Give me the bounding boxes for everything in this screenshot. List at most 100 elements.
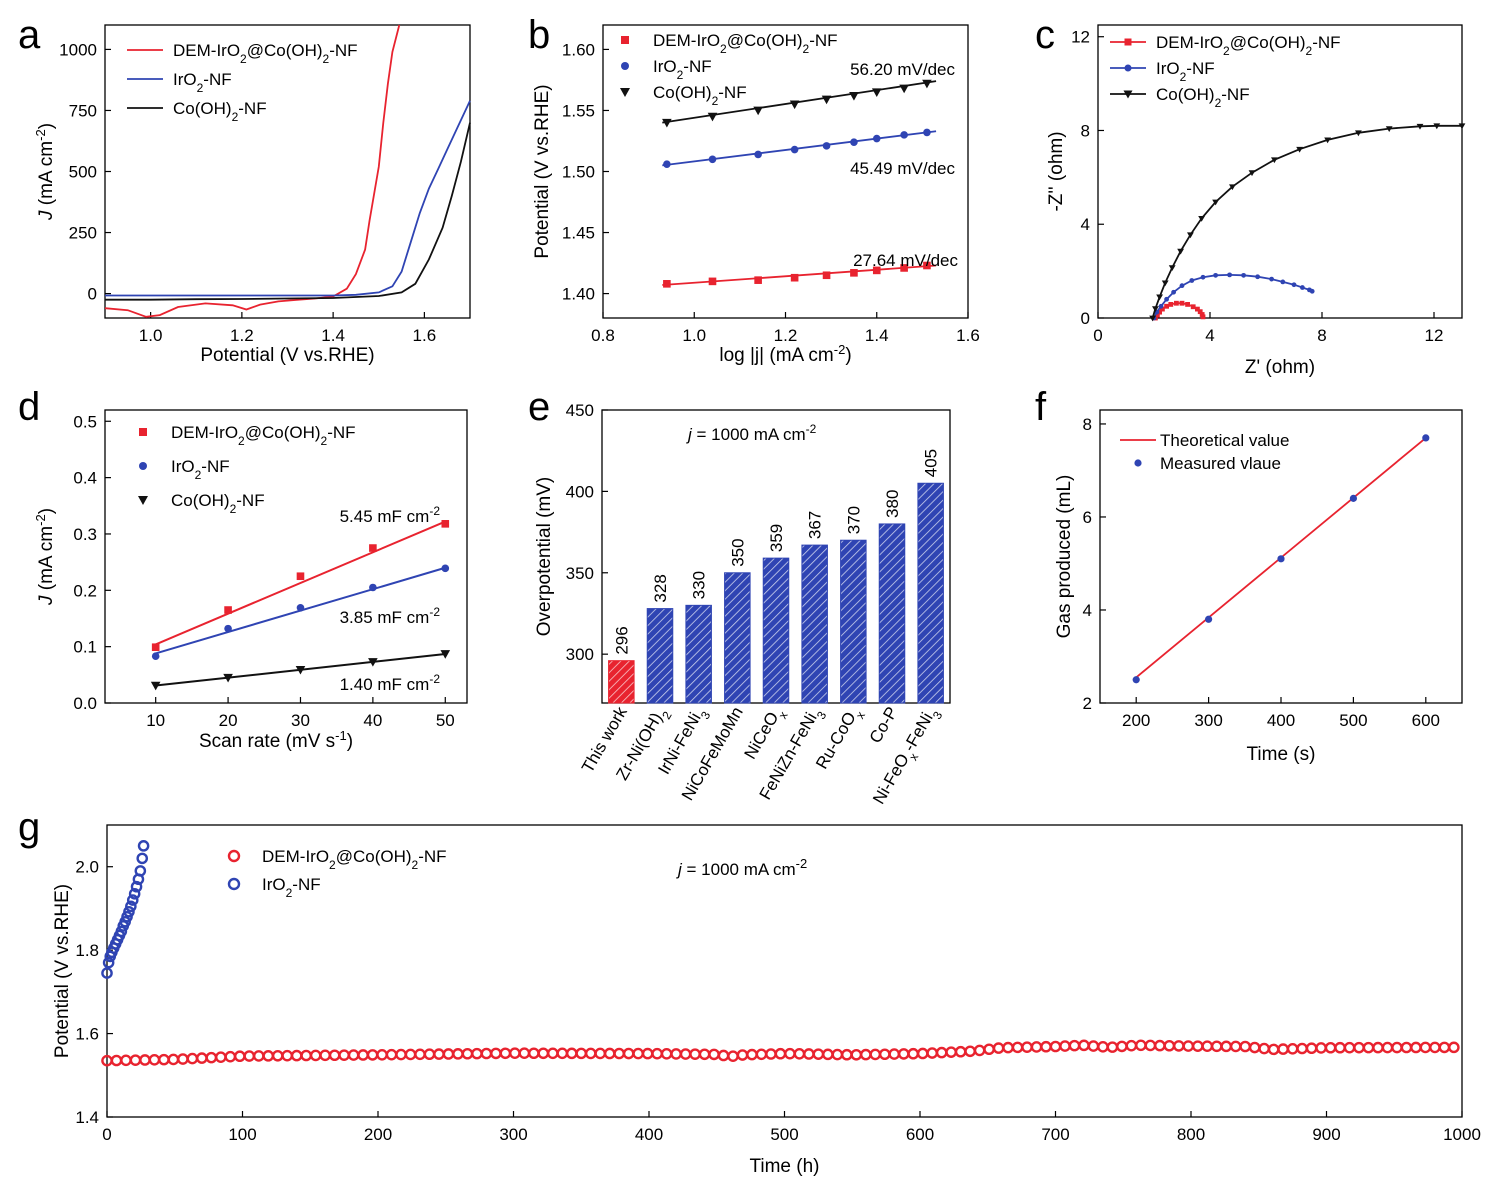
panel-g-red-point [888, 1048, 901, 1060]
panel-d-xlabel: Scan rate (mV s-1) [199, 728, 353, 753]
panel-g-red-point [1315, 1042, 1327, 1054]
panel-a-xlabel: Potential (V vs.RHE) [200, 345, 374, 366]
panel-d-point [441, 564, 450, 573]
panel-a-ylabel: J (mA cm-2) [33, 123, 58, 221]
panel-b-point [922, 79, 932, 89]
panel-g-ytick-label: 1.4 [75, 1108, 99, 1127]
panel-g-red-point [1353, 1041, 1365, 1054]
subscript: 2 [323, 52, 330, 66]
panel-b-xtick-label: 1.6 [956, 326, 980, 345]
panel-d-xtick-label: 50 [436, 711, 455, 730]
panel-d-capacitance-label: 5.45 mF cm-2 [340, 504, 441, 526]
panel-b-fit-line [662, 130, 937, 167]
panel-b-point [872, 134, 881, 143]
panel-g-red-point [262, 1050, 275, 1062]
panel-g-red-point [528, 1047, 540, 1060]
panel-b-point [900, 131, 908, 139]
panel-g-xtick-label: 900 [1312, 1125, 1340, 1144]
ylabel-part: Potential (V vs.RHE) [532, 84, 553, 258]
panel-c-point [1185, 302, 1190, 307]
panel-d-ytick-label: 0.3 [73, 525, 97, 544]
panel-e-bar [724, 572, 751, 704]
panel-g-red-point [793, 1048, 806, 1060]
panel-g-red-point [404, 1048, 417, 1061]
xlabel-part: -2 [834, 342, 846, 357]
ylabel-part: -Z'' (ohm) [1046, 131, 1067, 211]
panel-g-red-point [1343, 1041, 1356, 1054]
panel-g-red-point [755, 1048, 768, 1061]
panel-c-point [1152, 306, 1159, 313]
panel-g-red-point [1258, 1042, 1270, 1055]
panel-g-red-point [1438, 1041, 1451, 1054]
panel-c-point [1171, 289, 1176, 295]
panel-g-ytick-label: 1.8 [75, 941, 99, 960]
panel-b-point [923, 261, 931, 270]
subscript: 2 [197, 81, 204, 95]
panel-g-red-point [679, 1048, 692, 1060]
panel-e-value-label: 330 [690, 571, 709, 599]
panel-f-ytick-label: 2 [1083, 694, 1092, 713]
panel-c-point [1213, 272, 1218, 278]
label-part: DEM-IrO [262, 847, 329, 866]
panel-f-ytick-label: 4 [1083, 601, 1092, 620]
panel-letter-f: f [1035, 385, 1047, 429]
panel-d-ytick-label: 0.2 [73, 581, 97, 600]
ylabel-part: Overpotential (mV) [534, 477, 555, 636]
panel-e-annotation: j = 1000 mA cm-2 [686, 422, 817, 444]
panel-b-legend-entry: DEM-IrO2@Co(OH)2-NF [653, 31, 838, 56]
panel-g-red-point [907, 1047, 920, 1060]
panel-g-legend-entry: IrO2-NF [262, 875, 321, 900]
panel-g-red-point [1410, 1041, 1422, 1054]
panel-g-red-point [651, 1047, 663, 1060]
panel-c-point [1416, 123, 1424, 130]
panel-g-red-point [935, 1046, 948, 1059]
xlabel-part: Scan rate (mV s [199, 731, 335, 752]
panel-b-point [754, 276, 762, 284]
panel-g-red-point [992, 1042, 1005, 1054]
panel-d-frame [104, 409, 468, 704]
cat-base: Co-P [866, 704, 902, 747]
ann-rest: = 1000 mA cm [682, 860, 796, 879]
panel-c-point [1160, 306, 1165, 312]
panel-d-ytick-label: 0.0 [73, 694, 97, 713]
label-part: -NF [238, 99, 266, 118]
label-part: -NF [327, 423, 355, 442]
panel-c-xtick-label: 4 [1205, 326, 1214, 345]
label-part: -NF [201, 457, 229, 476]
subscript: 2 [412, 858, 419, 872]
panel-g-red-point [177, 1053, 189, 1065]
panel-b-slope-label: 56.20 mV/dec [850, 60, 955, 79]
panel-g-red-point [537, 1047, 550, 1060]
panel-g-legend-swatch-marker [227, 877, 241, 891]
panel-d-point [295, 665, 306, 675]
panel-d-ytick-label: 0.1 [73, 638, 97, 657]
panel-g-red-point [822, 1048, 834, 1061]
panel-g-red-point [603, 1047, 616, 1060]
panel-g-xtick-label: 800 [1177, 1125, 1205, 1144]
label-part: Co(OH) [653, 83, 712, 102]
subscript: 2 [286, 886, 293, 900]
subscript: 2 [1215, 96, 1222, 110]
panel-b-point [790, 273, 799, 282]
panel-g-red-point [347, 1049, 360, 1061]
panel-g-red-point [594, 1047, 607, 1060]
panel-g-xtick-label: 200 [364, 1125, 392, 1144]
panel-d-point [369, 544, 377, 552]
cap-value: 5.45 mF cm [340, 507, 430, 526]
panel-g-red-point [158, 1053, 170, 1066]
panel-g-red-point [139, 1054, 151, 1066]
panel-g-red-point [300, 1049, 312, 1062]
panel-b-point [871, 88, 882, 97]
panel-g-red-point [964, 1045, 976, 1058]
label-part: -NF [236, 491, 264, 510]
panel-g-red-point [120, 1054, 132, 1067]
panel-g-ytick-label: 1.6 [75, 1025, 99, 1044]
panel-f-ytick-label: 8 [1083, 415, 1092, 434]
panel-c-point [1158, 303, 1164, 309]
panel-c-point [1433, 123, 1441, 130]
panel-b-xtick-label: 1.2 [774, 326, 798, 345]
panel-e-category-label: Co-P [866, 704, 902, 747]
panel-b-slope-label: 45.49 mV/dec [850, 159, 955, 178]
panel-f-ylabel: Gas produced (mL) [1054, 475, 1075, 639]
panel-g-red-point [878, 1048, 891, 1061]
